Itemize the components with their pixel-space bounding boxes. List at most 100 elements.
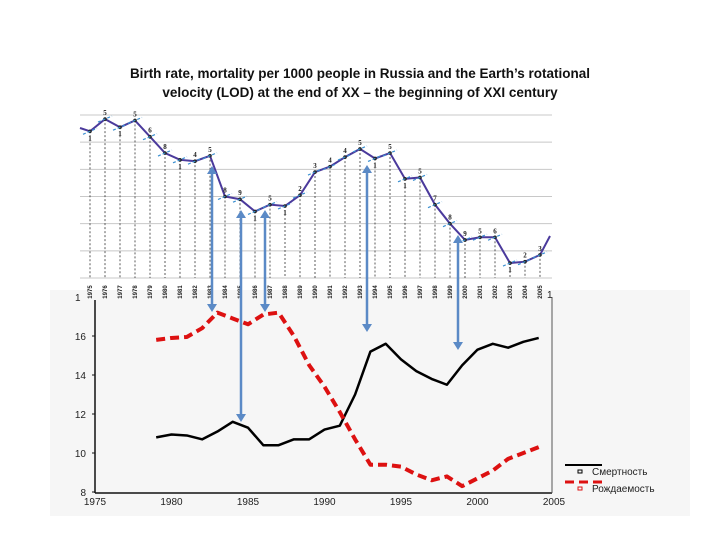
- lod-point-label: 1: [283, 209, 287, 217]
- top-x-tick-label: 1984: [223, 285, 229, 299]
- top-x-tick-label: 1986: [253, 285, 259, 299]
- arrow-head-down-icon: [260, 304, 270, 312]
- top-x-tick-label: 1998: [433, 285, 439, 299]
- lod-point-label: 9: [238, 189, 242, 197]
- top-x-tick-label: 2005: [538, 285, 544, 299]
- arrow-head-up-icon: [362, 165, 372, 173]
- lod-point-label: 6: [493, 227, 497, 235]
- top-x-tick-label: 2004: [523, 285, 529, 299]
- legend-birth-label: Рождаемость: [592, 484, 655, 495]
- lod-marker-tick: [187, 157, 203, 165]
- lod-marker-tick: [97, 115, 113, 123]
- lod-point-label: 5: [103, 109, 107, 117]
- lod-marker-tick: [532, 251, 548, 259]
- lod-marker-tick: [112, 123, 128, 131]
- legend-mortality-label: Смертность: [592, 467, 647, 478]
- top-x-tick-label: 1987: [268, 285, 274, 299]
- arrow-head-down-icon: [207, 304, 217, 312]
- x-tick-label: 2005: [543, 497, 566, 508]
- lod-point-label: 1: [508, 266, 512, 274]
- y-tick-label: 8: [80, 488, 86, 499]
- y-tick-label: 12: [75, 410, 87, 421]
- arrow-head-down-icon: [453, 342, 463, 350]
- lod-marker-tick: [127, 116, 143, 124]
- lod-marker-tick: [247, 207, 263, 215]
- lod-point-label: 1: [253, 214, 257, 222]
- lod-point-label: 8: [163, 143, 167, 151]
- top-x-tick-label: 2001: [478, 285, 484, 299]
- lod-marker-tick: [202, 152, 218, 160]
- top-x-tick-label: 1978: [133, 285, 139, 299]
- bottom-chart-background: [50, 290, 690, 516]
- lod-point-label: 4: [343, 147, 347, 155]
- top-x-tick-label: 1982: [193, 285, 199, 299]
- lod-point-label: 1: [178, 163, 182, 171]
- top-x-tick-label: 2002: [493, 285, 499, 299]
- y-tick-label: 10: [75, 449, 87, 460]
- lod-marker-tick: [472, 233, 488, 241]
- lod-marker-tick: [322, 163, 338, 171]
- lod-point-label: 4: [328, 157, 332, 165]
- chart-title: Birth rate, mortality per 1000 people in…: [60, 64, 660, 102]
- legend: Смертность Рождаемость: [565, 464, 655, 495]
- arrow-head-down-icon: [236, 414, 246, 422]
- lod-point-label: 5: [133, 110, 137, 118]
- lod-point-label: 1: [373, 161, 377, 169]
- lod-point-label: 2: [298, 185, 302, 193]
- lod-point-label: 5: [268, 195, 272, 203]
- lod-point-label: 5: [478, 227, 482, 235]
- x-tick-label: 1975: [84, 497, 107, 508]
- lod-point-label: 8: [223, 187, 227, 195]
- lod-marker-tick: [427, 201, 443, 209]
- lod-point-label: 3: [313, 162, 317, 170]
- lod-marker-tick: [232, 195, 248, 203]
- lod-point-label: 5: [388, 143, 392, 151]
- lod-marker-tick: [412, 173, 428, 182]
- top-x-tick-label: 1979: [148, 285, 154, 299]
- lod-marker-tick: [397, 175, 413, 183]
- title-line-2: velocity (LOD) at the end of XX – the be…: [162, 85, 558, 100]
- top-x-tick-label: 1991: [328, 285, 334, 299]
- top-x-tick-label: 1995: [388, 285, 394, 299]
- top-x-tick-label: 1989: [298, 285, 304, 299]
- birth-mortality-chart: 8 10 12 14 16 1975 1980 1985 1990 1995 2000 2005 1 1: [75, 290, 566, 508]
- top-x-tick-label: 1996: [403, 285, 409, 299]
- y-tick-label: 14: [75, 371, 87, 382]
- top-x-tick-label: 2000: [463, 285, 469, 299]
- birth-rate-series-line: [155, 310, 540, 489]
- title-line-1: Birth rate, mortality per 1000 people in…: [129, 66, 591, 81]
- lod-marker-tick: [442, 220, 458, 228]
- lod-point-label: 9: [463, 230, 467, 238]
- arrow-head-up-icon: [207, 166, 217, 174]
- top-x-tick-label: 1993: [358, 285, 364, 299]
- arrow-head-down-icon: [362, 324, 372, 332]
- lod-marker-tick: [487, 233, 503, 241]
- lod-point-label: 2: [523, 252, 527, 260]
- lod-marker-tick: [517, 258, 533, 266]
- lod-marker-tick: [217, 192, 233, 201]
- lod-point-label: 1: [403, 182, 407, 190]
- x-tick-label: 1990: [313, 497, 336, 508]
- y-tick-label: 16: [75, 332, 87, 343]
- lod-marker-tick: [292, 191, 308, 199]
- top-x-tick-label: 1977: [118, 285, 124, 299]
- x-tick-label: 1995: [390, 497, 413, 508]
- lod-point-label: 5: [418, 167, 422, 175]
- legend-mortality-marker: [577, 469, 583, 474]
- arrow-head-up-icon: [236, 210, 246, 218]
- x-tick-label: 1980: [160, 497, 183, 508]
- top-x-tick-label: 1990: [313, 285, 319, 299]
- lod-marker-tick: [172, 156, 188, 164]
- top-x-tick-label: 1997: [418, 285, 424, 299]
- top-x-tick-label: 1992: [343, 285, 349, 299]
- lod-marker-tick: [337, 153, 353, 161]
- lod-point-label: 1: [118, 130, 122, 138]
- lod-point-label: 6: [148, 127, 152, 135]
- lod-point-label: 8: [448, 214, 452, 222]
- mortality-series-line: [155, 336, 540, 447]
- legend-birth-marker: [577, 486, 583, 491]
- lod-marker-tick: [277, 202, 293, 210]
- lod-point-label: 5: [358, 139, 362, 147]
- top-x-tick-label: 1988: [283, 285, 289, 299]
